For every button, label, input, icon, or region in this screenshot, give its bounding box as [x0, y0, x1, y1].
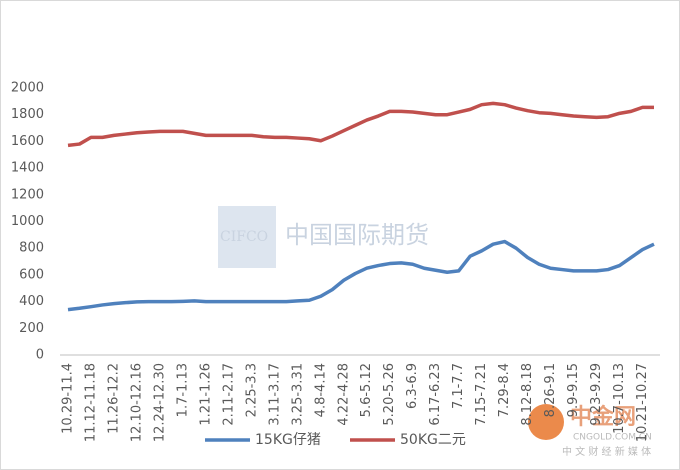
y-tick-label: 1600 [11, 134, 44, 149]
x-tick-label: 10.29-11.4 [61, 363, 76, 434]
y-tick-label: 1800 [11, 107, 44, 122]
x-tick-label: 9.9-9.15 [566, 363, 581, 417]
y-tick-label: 1200 [11, 187, 44, 202]
y-tick-label: 0 [36, 348, 44, 363]
y-tick-label: 2000 [11, 81, 44, 96]
logo-slogan: 中 文 财 经 新 媒 体 [562, 445, 651, 458]
x-tick-label: 1.21-1.26 [198, 363, 213, 426]
y-tick-label: 400 [19, 294, 44, 309]
x-tick-label: 10.21-10.27 [635, 363, 650, 442]
x-tick-label: 7.29-8.4 [497, 363, 512, 417]
x-tick-label: 8.12-8.18 [520, 363, 535, 426]
x-tick-label: 4.8-4.14 [313, 363, 328, 417]
watermark-box [218, 206, 276, 268]
x-tick-label: 9.23-9.29 [589, 363, 604, 426]
watermark-name: 中国国际期货 [285, 221, 429, 249]
line-series [67, 239, 655, 312]
logo-icon [528, 404, 564, 440]
x-tick-label: 4.22-4.28 [336, 363, 351, 426]
x-tick-label: 3.11-3.17 [267, 363, 282, 426]
logo-site: CNGOLD.COM.CN [573, 433, 652, 443]
x-tick-label: 5.20-5.26 [382, 363, 397, 426]
x-tick-label: 2.11-2.17 [221, 363, 236, 426]
x-tick-label: 11.26-12.2 [106, 363, 121, 434]
x-tick-label: 3.25-3.31 [290, 363, 305, 426]
x-tick-label: 7.15-7.21 [474, 363, 489, 426]
y-tick-label: 600 [19, 267, 44, 282]
x-tick-label: 1.7-1.13 [175, 363, 190, 417]
legend-label: 15KG仔猪 [255, 432, 321, 448]
x-tick-label: 6.17-6.23 [428, 363, 443, 426]
y-tick-label: 800 [19, 241, 44, 256]
x-tick-label: 6.3-6.9 [405, 363, 420, 409]
x-tick-label: 7.1-7.7 [451, 363, 466, 409]
x-tick-label: 8.26-9.1 [543, 363, 558, 417]
y-tick-label: 1000 [11, 214, 44, 229]
x-tick-label: 11.12-11.18 [83, 363, 98, 442]
x-tick-label: 2.25-3.3 [244, 363, 259, 417]
y-tick-label: 1400 [11, 161, 44, 176]
logo-name: 中金网 [570, 404, 636, 430]
line-series [67, 101, 654, 148]
legend-label: 50KG二元 [400, 432, 466, 448]
watermark-brand: CIFCO [220, 229, 268, 245]
x-tick-label: 12.10-12.16 [129, 363, 144, 442]
x-tick-label: 10.7-10.13 [612, 363, 627, 434]
x-tick-label: 12.24-12.30 [152, 363, 167, 442]
y-tick-label: 200 [19, 321, 44, 336]
x-tick-label: 5.6-5.12 [359, 363, 374, 417]
